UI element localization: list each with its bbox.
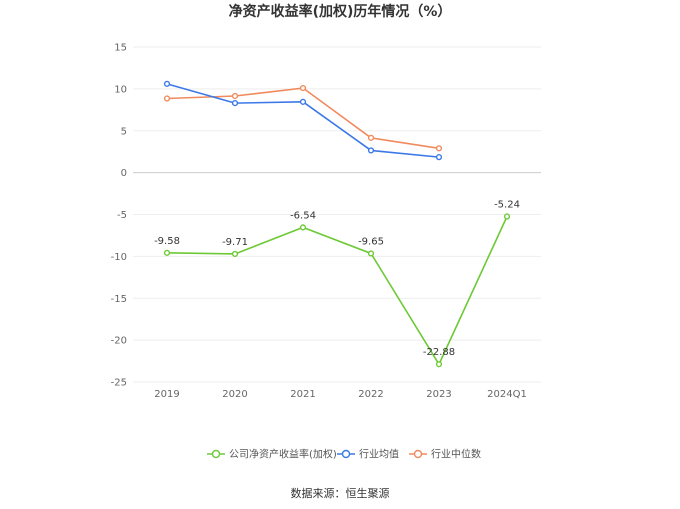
x-tick-label: 2022 — [358, 389, 383, 400]
series-1-point[interactable] — [435, 154, 443, 161]
series-line-1 — [166, 83, 440, 158]
x-tick-label: 2021 — [290, 389, 315, 400]
grid-lines — [133, 46, 541, 383]
legend-marker — [211, 449, 221, 459]
data-label: -6.54 — [290, 210, 316, 221]
legend-item-2[interactable]: 行业中位数 — [409, 448, 481, 461]
data-label: -5.24 — [494, 200, 520, 211]
series-0-point[interactable] — [435, 361, 443, 368]
y-tick-label: 5 — [121, 126, 127, 137]
series-line-2 — [166, 87, 440, 150]
series-1-point[interactable] — [367, 147, 375, 154]
x-tick-label: 2023 — [426, 389, 451, 400]
series-0-point[interactable] — [231, 250, 239, 258]
series-0-point[interactable] — [367, 250, 375, 257]
data-label: -9.71 — [222, 237, 248, 248]
legend-marker — [413, 449, 423, 459]
series-0-point[interactable] — [163, 249, 171, 256]
y-tick-label: -10 — [111, 252, 127, 263]
x-axis: 2019 2020 2021 2022 2023 2024Q1 — [154, 389, 527, 400]
series-2-point[interactable] — [231, 92, 239, 100]
y-tick-label: -20 — [111, 336, 127, 347]
data-label: -22.88 — [423, 347, 455, 358]
data-labels: -9.58 -9.71 -6.54 -9.65 -22.88 -5.24 — [154, 200, 520, 359]
y-tick-label: -15 — [111, 294, 127, 305]
legend-item-0[interactable]: 公司净资产收益率(加权) — [207, 448, 337, 461]
series-0-point[interactable] — [503, 213, 511, 220]
x-tick-label: 2019 — [154, 389, 179, 400]
series-2-point[interactable] — [367, 134, 375, 141]
y-tick-label: -5 — [117, 210, 127, 221]
y-tick-label: 10 — [114, 84, 127, 95]
legend-item-1[interactable]: 行业均值 — [337, 448, 399, 461]
legend[interactable]: 公司净资产收益率(加权) 行业均值 行业中位数 — [207, 448, 481, 461]
y-tick-label: -25 — [111, 378, 127, 389]
series-2-point[interactable] — [435, 145, 443, 152]
data-label: -9.65 — [358, 236, 384, 247]
x-tick-label: 2024Q1 — [487, 389, 527, 400]
legend-label: 行业均值 — [359, 448, 399, 461]
legend-marker — [341, 449, 351, 459]
x-tick-label: 2020 — [222, 389, 247, 400]
series-1-point[interactable] — [163, 80, 171, 87]
series-1-point[interactable] — [299, 98, 307, 105]
series-1-point[interactable] — [231, 100, 239, 107]
y-tick-label: 15 — [114, 43, 127, 54]
series-0-point[interactable] — [299, 224, 307, 231]
legend-label: 公司净资产收益率(加权) — [229, 448, 337, 461]
source-note: 数据来源：恒生聚源 — [291, 486, 390, 500]
y-tick-label: 0 — [121, 168, 127, 179]
y-axis: 15 10 5 0 -5 -10 -15 -20 -25 — [111, 43, 127, 389]
legend-label: 行业中位数 — [431, 448, 481, 461]
series-layer — [163, 80, 511, 368]
series-2-point[interactable] — [299, 84, 307, 92]
chart-title: 净资产收益率(加权)历年情况（%） — [229, 3, 452, 20]
data-label: -9.58 — [154, 236, 180, 247]
series-2-point[interactable] — [163, 95, 171, 102]
series-line-0 — [166, 216, 508, 366]
